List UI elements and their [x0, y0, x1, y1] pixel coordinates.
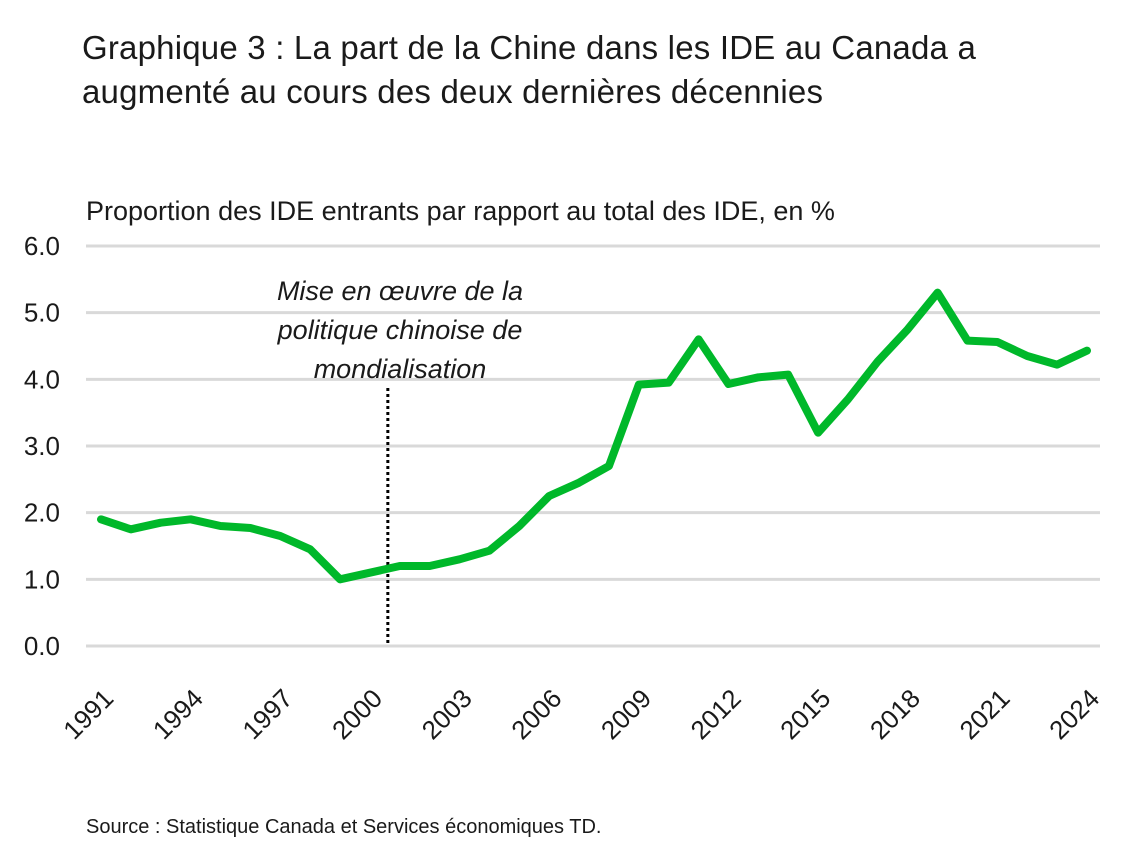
x-tick-label: 2015 [774, 683, 836, 745]
y-tick-label: 3.0 [24, 431, 60, 461]
x-tick-label: 2003 [416, 683, 478, 745]
y-tick-label: 2.0 [24, 498, 60, 528]
series-line [97, 288, 1091, 584]
x-tick-label: 1994 [147, 683, 209, 745]
x-tick-label: 2021 [953, 683, 1015, 745]
y-tick-label: 6.0 [24, 231, 60, 261]
annotation-text: mondialisation [314, 354, 487, 384]
chart-title: Graphique 3 : La part de la Chine dans l… [82, 29, 977, 110]
x-tick-label: 2009 [595, 683, 657, 745]
y-tick-label: 4.0 [24, 364, 60, 394]
x-tick-label: 2024 [1043, 683, 1105, 745]
annotation-text: politique chinoise de [277, 315, 523, 345]
x-tick-label: 2000 [326, 683, 388, 745]
y-tick-label: 1.0 [24, 564, 60, 594]
x-tick-label: 1991 [57, 683, 119, 745]
y-tick-label: 5.0 [24, 298, 60, 328]
y-tick-label: 0.0 [24, 631, 60, 661]
source-note: Source : Statistique Canada et Services … [86, 816, 602, 838]
x-tick-label: 1997 [236, 683, 298, 745]
x-tick-label: 2018 [864, 683, 926, 745]
annotation-text: Mise en œuvre de la [277, 276, 523, 306]
x-tick-label: 2006 [505, 683, 567, 745]
x-tick-label: 2012 [685, 683, 747, 745]
chart-subtitle: Proportion des IDE entrants par rapport … [86, 196, 835, 226]
